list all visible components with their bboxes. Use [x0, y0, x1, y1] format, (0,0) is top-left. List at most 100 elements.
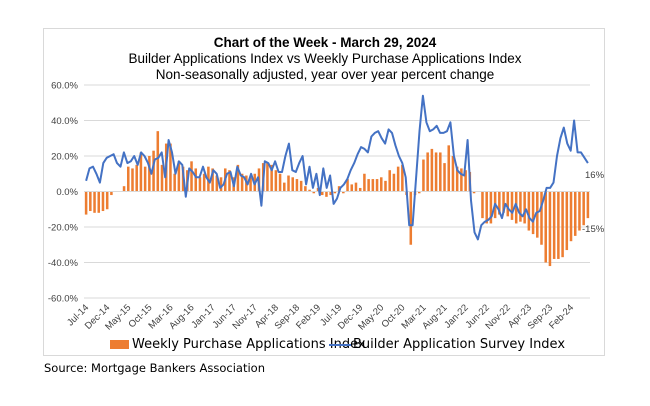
y-axis: 60.0% 40.0% 20.0% 0.0% -20.0% -40.0% -60.0%: [48, 81, 79, 305]
legend-item-purchase: Weekly Purchase Applications Index: [110, 337, 366, 352]
bar: [375, 179, 379, 192]
bar: [160, 164, 164, 192]
chart-subtitle-2: Non-seasonally adjusted, year over year …: [155, 67, 495, 82]
bar: [358, 187, 362, 192]
bar: [439, 152, 442, 192]
bar: [274, 170, 278, 192]
bar: [122, 186, 126, 192]
bar: [455, 166, 459, 192]
bar: [552, 191, 556, 259]
bar: [354, 182, 358, 192]
bar: [278, 173, 282, 192]
legend-label: Weekly Purchase Applications Index: [132, 337, 366, 352]
bar: [498, 191, 501, 215]
bar: [139, 152, 143, 192]
bar: [211, 168, 214, 192]
bar: [380, 177, 383, 192]
bar: [320, 191, 324, 196]
y-tick-label: -40.0%: [48, 258, 79, 269]
bar: [586, 191, 590, 219]
bar: [464, 170, 467, 192]
legend-label: Builder Application Survey Index: [353, 337, 566, 352]
bar: [426, 152, 429, 192]
bar: [506, 191, 510, 217]
bar: [93, 191, 96, 213]
y-tick-label: 0.0%: [56, 187, 78, 198]
bar: [236, 164, 240, 192]
bar: [198, 177, 202, 192]
bar: [228, 170, 231, 192]
legend-swatch-line: [329, 343, 351, 346]
bar: [190, 161, 193, 192]
bar: [329, 191, 332, 196]
y-tick-label: 60.0%: [51, 81, 78, 92]
bar: [84, 191, 88, 215]
bar: [582, 191, 585, 226]
chart-subtitle: Builder Applications Index vs Weekly Pur…: [128, 51, 522, 66]
bar: [388, 170, 391, 192]
bar: [502, 191, 505, 213]
bar: [548, 191, 552, 267]
bar: [422, 159, 425, 192]
bar: [451, 156, 455, 192]
bar: [519, 191, 522, 222]
line-series: [85, 94, 589, 241]
y-tick-label: -60.0%: [48, 294, 79, 305]
bar: [481, 191, 484, 219]
bar: [392, 173, 396, 192]
bar: [308, 189, 311, 192]
bar: [565, 191, 569, 251]
bar: [249, 177, 252, 192]
bar: [105, 191, 109, 210]
bar: [325, 191, 328, 197]
bar: [371, 179, 375, 192]
source-note: Source: Mortgage Bankers Association: [44, 361, 266, 375]
bar: [573, 191, 577, 236]
bar: [173, 173, 176, 192]
bar: [110, 191, 113, 196]
bar: [295, 179, 299, 192]
bar: [417, 191, 421, 194]
bar: [430, 148, 434, 192]
bar: [299, 180, 303, 192]
annotations: 16% -15%: [582, 170, 605, 235]
bar: [97, 191, 101, 213]
bar: [561, 191, 564, 258]
bar: [578, 191, 581, 231]
bar: [291, 177, 294, 192]
bar: [536, 191, 539, 238]
bar: [194, 168, 198, 192]
bar: [367, 179, 370, 192]
x-axis: Jul-14Dec-14May-15Oct-15Mar-16Aug-16Jan-…: [65, 302, 576, 332]
bar: [409, 191, 413, 245]
y-tick-label: -20.0%: [48, 223, 79, 234]
bar: [460, 168, 463, 192]
bar: [283, 182, 286, 192]
bar: [544, 191, 547, 263]
bar: [131, 168, 134, 192]
bar: [304, 186, 307, 192]
annotation-purchase-last: -15%: [582, 224, 605, 235]
bar: [447, 145, 451, 192]
bar: [219, 177, 223, 192]
bar: [346, 179, 349, 192]
bar: [101, 191, 105, 212]
bar: [169, 143, 172, 192]
chart-frame: [43, 28, 605, 356]
bar: [472, 191, 476, 194]
bar: [127, 166, 130, 192]
bar: [240, 173, 244, 192]
bar: [443, 163, 446, 192]
bar: [510, 191, 514, 220]
y-tick-label: 40.0%: [51, 116, 78, 127]
bar: [342, 191, 345, 194]
bar: [363, 173, 366, 192]
bar: [523, 191, 526, 224]
bar: [485, 191, 488, 224]
bar: [350, 184, 354, 192]
bar: [152, 150, 155, 192]
bar: [540, 191, 543, 245]
bar: [287, 175, 290, 192]
bar: [156, 131, 160, 192]
